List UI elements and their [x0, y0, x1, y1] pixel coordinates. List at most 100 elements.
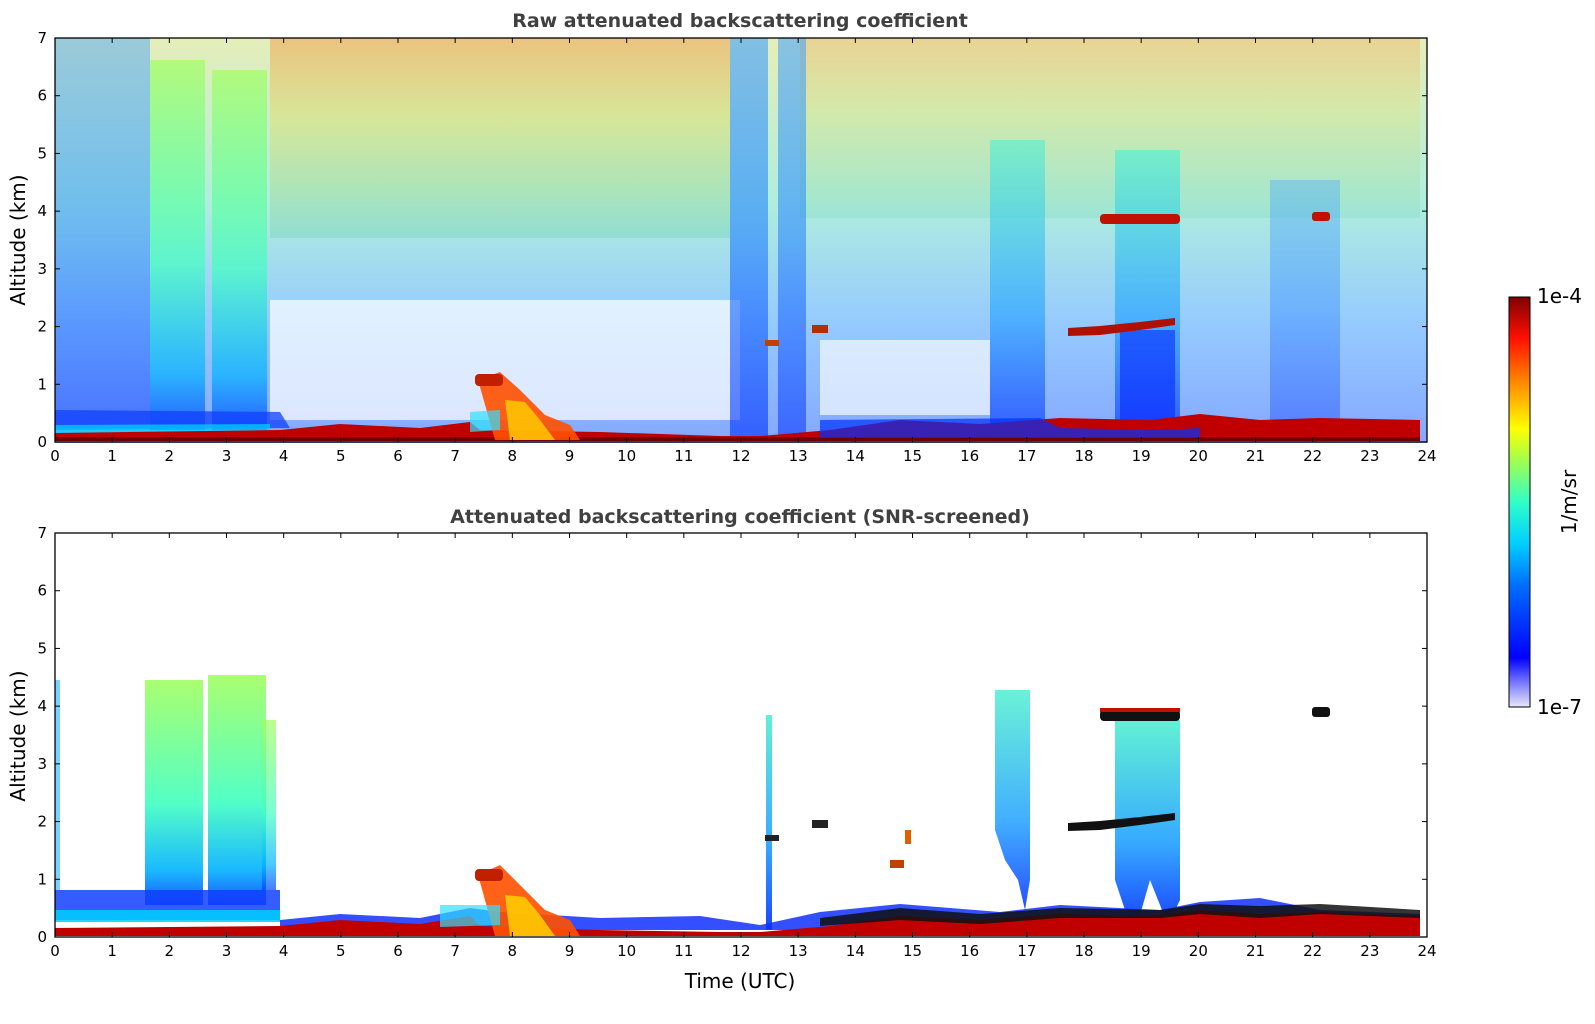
screened-xtick-label: 20: [1189, 942, 1208, 960]
raw-ytick-label: 4: [37, 202, 47, 220]
raw-xtick-label: 8: [508, 447, 518, 465]
raw-xtick-label: 22: [1303, 447, 1322, 465]
screened-ytick-label: 4: [37, 697, 47, 715]
raw-xtick-label: 7: [450, 447, 460, 465]
raw-xtick-label: 9: [565, 447, 575, 465]
panel-raw-ylabel: Altitude (km): [6, 174, 30, 305]
screened-xtick-label: 22: [1303, 942, 1322, 960]
screened-ytick-label: 7: [37, 524, 47, 542]
screened-cloud-1.1km-7.5utc: [475, 869, 503, 881]
panel-screened: Attenuated backscattering coefficient (S…: [6, 506, 1437, 993]
screened-xtick-label: 14: [846, 942, 865, 960]
screened-ytick-label: 6: [37, 582, 47, 600]
screened-ytick-label: 5: [37, 639, 47, 657]
colorbar-gradient: [1508, 296, 1531, 708]
raw-blue-column-12: [730, 38, 768, 438]
raw-xtick-label: 23: [1360, 447, 1379, 465]
raw-cloud-4km-22utc: [1312, 212, 1330, 221]
panel-screened-x-ticks: 0 1 2 3 4 5 6 7 8 9 10 11 12 13 14 15 16 17 18 19 20 21 22 23 24: [50, 533, 1437, 960]
screened-green-column-b: [208, 675, 266, 905]
screened-cyan-column-17utc: [995, 690, 1030, 910]
raw-xtick-label: 13: [789, 447, 808, 465]
screened-xtick-label: 21: [1246, 942, 1265, 960]
raw-xtick-label: 5: [336, 447, 346, 465]
screened-cloud-4km-19utc-red: [1100, 708, 1180, 712]
raw-ytick-label: 5: [37, 144, 47, 162]
screened-xtick-label: 3: [222, 942, 232, 960]
raw-ytick-label: 0: [37, 433, 47, 451]
screened-xtick-label: 9: [565, 942, 575, 960]
colorbar-max-label: 1e-4: [1537, 284, 1582, 308]
raw-high-sky: [270, 38, 730, 238]
raw-plume-8utc-yellow: [505, 400, 555, 440]
raw-boundary-layer-cyan: [55, 424, 270, 433]
raw-xtick-label: 17: [1017, 447, 1036, 465]
raw-cloud-1.1km-7.5utc: [475, 374, 503, 386]
raw-midday-blue-layer: [820, 418, 1200, 438]
screened-xtick-label: 5: [336, 942, 346, 960]
screened-cloud-1.8km-15.1utc: [905, 830, 911, 844]
panel-raw: Raw attenuated backscattering coefficien…: [6, 10, 1437, 465]
raw-cloud-2km-18-19utc: [1068, 318, 1175, 336]
panel-screened-y-ticks: 0 1 2 3 4 5 6 7: [37, 524, 1427, 946]
screened-xtick-label: 18: [1074, 942, 1093, 960]
screened-ytick-label: 3: [37, 755, 47, 773]
screened-plume-8utc: [478, 865, 580, 936]
screened-cyan-column-12.5utc: [766, 715, 772, 930]
screened-boundary-layer-black: [820, 904, 1420, 926]
screened-plume-8utc-cyan: [440, 905, 500, 927]
raw-xtick-label: 24: [1417, 447, 1436, 465]
raw-xtick-label: 14: [846, 447, 865, 465]
screened-xtick-label: 16: [960, 942, 979, 960]
raw-green-column-b: [212, 70, 267, 430]
colorbar: 1e-4 1e-7 1/m/sr: [1508, 284, 1582, 719]
raw-plume-8utc-cyan: [470, 410, 500, 432]
screened-ytick-label: 1: [37, 870, 47, 888]
raw-blue-column-22: [1270, 180, 1340, 430]
raw-xtick-label: 19: [1132, 447, 1151, 465]
raw-xtick-label: 20: [1189, 447, 1208, 465]
screened-green-column-a: [145, 680, 203, 905]
raw-blue-column-19-low: [1120, 330, 1175, 435]
screened-xtick-label: 4: [279, 942, 289, 960]
raw-xtick-label: 10: [617, 447, 636, 465]
panel-screened-ylabel: Altitude (km): [6, 670, 30, 801]
raw-boundary-layer-dark: [55, 437, 1420, 441]
screened-xtick-label: 1: [107, 942, 117, 960]
screened-cloud-4km-19utc: [1100, 710, 1180, 721]
panel-raw-plot-area: [55, 38, 1427, 443]
screened-cloud-1.7km-12.5utc: [765, 835, 779, 841]
raw-blue-region-night: [55, 38, 150, 428]
screened-ytick-label: 0: [37, 928, 47, 946]
panel-raw-y-ticks: 0 1 2 3 4 5 6 7: [37, 29, 1427, 451]
screened-xtick-label: 17: [1017, 942, 1036, 960]
raw-ytick-label: 3: [37, 260, 47, 278]
raw-xtick-label: 2: [165, 447, 175, 465]
raw-xtick-label: 6: [393, 447, 403, 465]
screened-xtick-label: 19: [1132, 942, 1151, 960]
screened-green-column-c: [262, 720, 276, 890]
colorbar-unit-label: 1/m/sr: [1557, 469, 1581, 534]
raw-xtick-label: 4: [279, 447, 289, 465]
screened-cyan-base-0-4utc: [55, 910, 280, 922]
raw-xtick-label: 12: [731, 447, 750, 465]
screened-cloud-2km-13utc: [812, 820, 828, 828]
colorbar-min-label: 1e-7: [1537, 695, 1582, 719]
screened-xtick-label: 0: [50, 942, 60, 960]
raw-cloud-2km-13utc: [812, 325, 828, 333]
raw-cyan-column-17: [990, 140, 1045, 430]
raw-cloud-1.7km-12.5utc: [765, 340, 779, 346]
screened-ytick-label: 2: [37, 813, 47, 831]
screened-cloud-4km-22utc: [1312, 707, 1330, 717]
screened-xtick-label: 10: [617, 942, 636, 960]
raw-xtick-label: 15: [903, 447, 922, 465]
panel-screened-title: Attenuated backscattering coefficient (S…: [450, 506, 1030, 528]
raw-ytick-label: 7: [37, 29, 47, 47]
raw-ytick-label: 6: [37, 87, 47, 105]
raw-xtick-label: 16: [960, 447, 979, 465]
raw-ytick-label: 2: [37, 318, 47, 336]
raw-ytick-label: 1: [37, 375, 47, 393]
panel-raw-title: Raw attenuated backscattering coefficien…: [512, 10, 968, 32]
raw-xtick-label: 0: [50, 447, 60, 465]
